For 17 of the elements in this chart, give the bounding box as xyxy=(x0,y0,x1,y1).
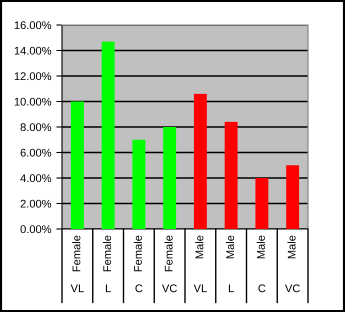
y-tick-label: 14.00% xyxy=(14,46,52,55)
x-tick-label: Female VC xyxy=(162,236,177,292)
category-label: Male VC xyxy=(284,236,300,292)
y-tick-label: 4.00% xyxy=(20,174,52,182)
x-tick-label: Female VL xyxy=(70,236,84,292)
category-label: Male C xyxy=(256,236,266,292)
y-tick-label: 16.00% xyxy=(14,21,52,30)
y-tick-label: 10.00% xyxy=(14,98,52,106)
category-label: Male VL xyxy=(194,236,207,292)
y-tick-label: 12.00% xyxy=(14,72,52,80)
y-tick-label: 8.00% xyxy=(20,123,52,132)
category-label: Male L xyxy=(226,236,234,292)
x-tick-label: Female L xyxy=(102,236,112,292)
x-tick-label: Female C xyxy=(134,236,142,292)
y-tick-label: 0.00% xyxy=(20,225,52,234)
y-tick-label: 6.00% xyxy=(20,148,52,157)
y-tick-label: 2.00% xyxy=(20,200,52,208)
